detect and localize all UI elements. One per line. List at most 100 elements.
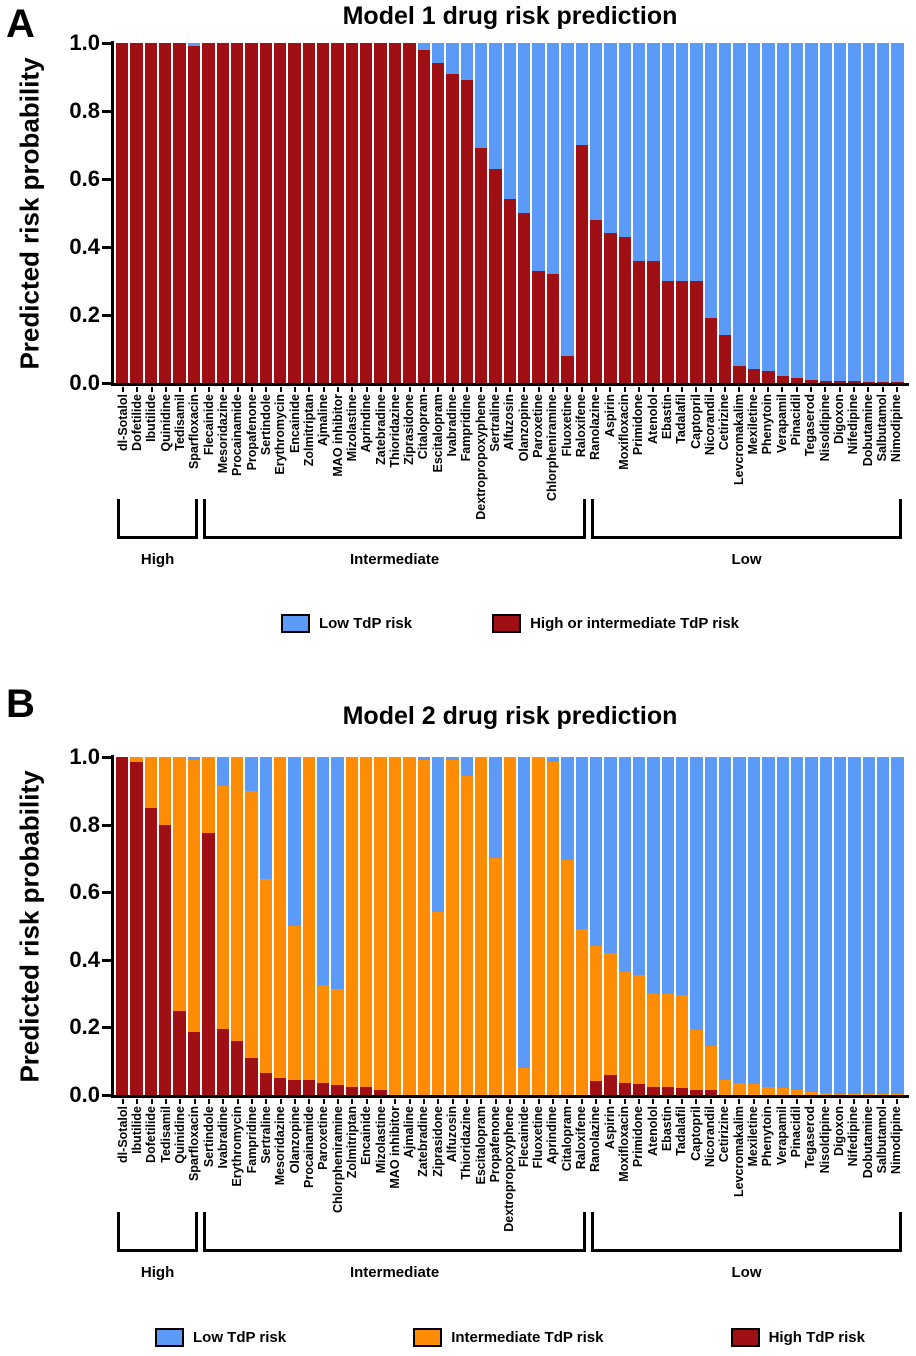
bar-segment [345, 1086, 359, 1095]
bar-segment [747, 1083, 761, 1095]
bar-segment [632, 757, 646, 976]
x-tick [603, 1099, 617, 1104]
x-tick [231, 1099, 245, 1104]
bar-segment [661, 993, 675, 1087]
bar-Olanzopine [518, 43, 531, 383]
bar-segment [518, 757, 531, 1068]
legend-swatch-high [730, 1327, 760, 1347]
bar-segment [561, 43, 574, 356]
bar-segment [604, 953, 617, 1075]
bar-Primidone [632, 757, 646, 1095]
bar-segment [317, 43, 330, 383]
bar-segment [216, 785, 229, 1030]
bar-segment [719, 1079, 732, 1095]
bar-segment [589, 946, 603, 1082]
x-tick [374, 1099, 388, 1104]
x-tick [503, 387, 517, 392]
y-tick [102, 1026, 111, 1030]
bar-segment [704, 318, 718, 383]
x-axis-line-b [111, 1095, 909, 1098]
bar-Fluoxetine [532, 757, 545, 1095]
bar-segment [848, 1094, 861, 1095]
bar-segment [632, 260, 646, 383]
bar-segment [891, 757, 904, 1095]
x-tick [875, 387, 889, 392]
bar-segment [805, 43, 818, 380]
bar-Chlorpheniramine [331, 757, 344, 1095]
bar-segment [273, 43, 287, 383]
bar-Flecainide [202, 43, 215, 383]
bar-segment [819, 43, 832, 382]
bar-segment [575, 929, 588, 1095]
bar-MAO inhibitor [388, 757, 402, 1095]
bar-segment [288, 926, 301, 1080]
x-tick [746, 1099, 760, 1104]
bar-Citalopram [417, 43, 430, 383]
bar-segment [460, 43, 473, 81]
bar-segment [230, 757, 244, 1041]
bar-segment [417, 43, 430, 50]
bar-Aprindine [360, 43, 373, 383]
legend-label-high: High TdP risk [768, 1328, 865, 1346]
bar-Aspirin [604, 43, 617, 383]
x-tick [617, 387, 631, 392]
y-tick-label: 0.2 [69, 302, 100, 327]
bar-Tegaserod [805, 757, 818, 1095]
bar-segment [604, 43, 617, 234]
bar-segment [245, 43, 258, 383]
bar-segment [159, 757, 172, 825]
bar-segment [690, 281, 703, 383]
bar-Salbutamol [877, 43, 890, 383]
x-tick [675, 1099, 689, 1104]
bar-Ziprasidone [431, 757, 445, 1095]
bars-area-a [115, 43, 905, 383]
bar-segment [331, 1084, 344, 1095]
x-tick [288, 387, 302, 392]
y-tick-label: 0.2 [69, 1014, 100, 1040]
x-tick [317, 387, 331, 392]
bar-segment [891, 43, 904, 382]
x-tick [216, 387, 230, 392]
x-tick [403, 1099, 417, 1104]
bar-segment [187, 757, 201, 761]
bar-Salbutamol [877, 757, 890, 1095]
x-tick [589, 1099, 603, 1104]
bar-segment [302, 43, 316, 383]
bar-segment [518, 43, 531, 213]
bar-segment [460, 757, 473, 776]
bar-segment [245, 1057, 258, 1095]
x-tick [417, 387, 431, 392]
bar-Dextropropoxyphene [474, 43, 488, 383]
legend-item-intermediate: Intermediate TdP risk [413, 1327, 603, 1347]
bar-segment [302, 1079, 316, 1095]
x-tick [388, 387, 402, 392]
bar-segment [431, 912, 445, 1095]
bar-segment [173, 1010, 186, 1095]
bar-Mizolastine [374, 757, 387, 1095]
bar-segment [661, 757, 675, 994]
bar-segment [518, 213, 531, 383]
bar-segment [589, 219, 603, 383]
group-label-intermediate-a: Intermediate [349, 551, 440, 568]
x-tick [159, 1099, 173, 1104]
bar-Paroxetine [317, 757, 330, 1095]
y-tick-label: 0.6 [69, 879, 100, 905]
bar-segment [388, 43, 402, 383]
bar-segment [317, 1083, 330, 1095]
x-tick [431, 387, 445, 392]
x-tick [188, 387, 202, 392]
bar-segment [833, 757, 847, 1094]
bar-segment [719, 43, 732, 336]
bar-segment [360, 1086, 373, 1095]
x-tick [632, 1099, 646, 1104]
bar-segment [790, 757, 804, 1090]
bar-segment [216, 43, 229, 383]
bar-segment [575, 757, 588, 930]
bar-Pinacidil [790, 43, 804, 383]
y-axis-line-a [111, 41, 114, 386]
bar-Mexiletine [747, 757, 761, 1095]
x-tick [832, 387, 846, 392]
bar-Fluoxetine [561, 43, 574, 383]
bar-segment [273, 757, 287, 1079]
